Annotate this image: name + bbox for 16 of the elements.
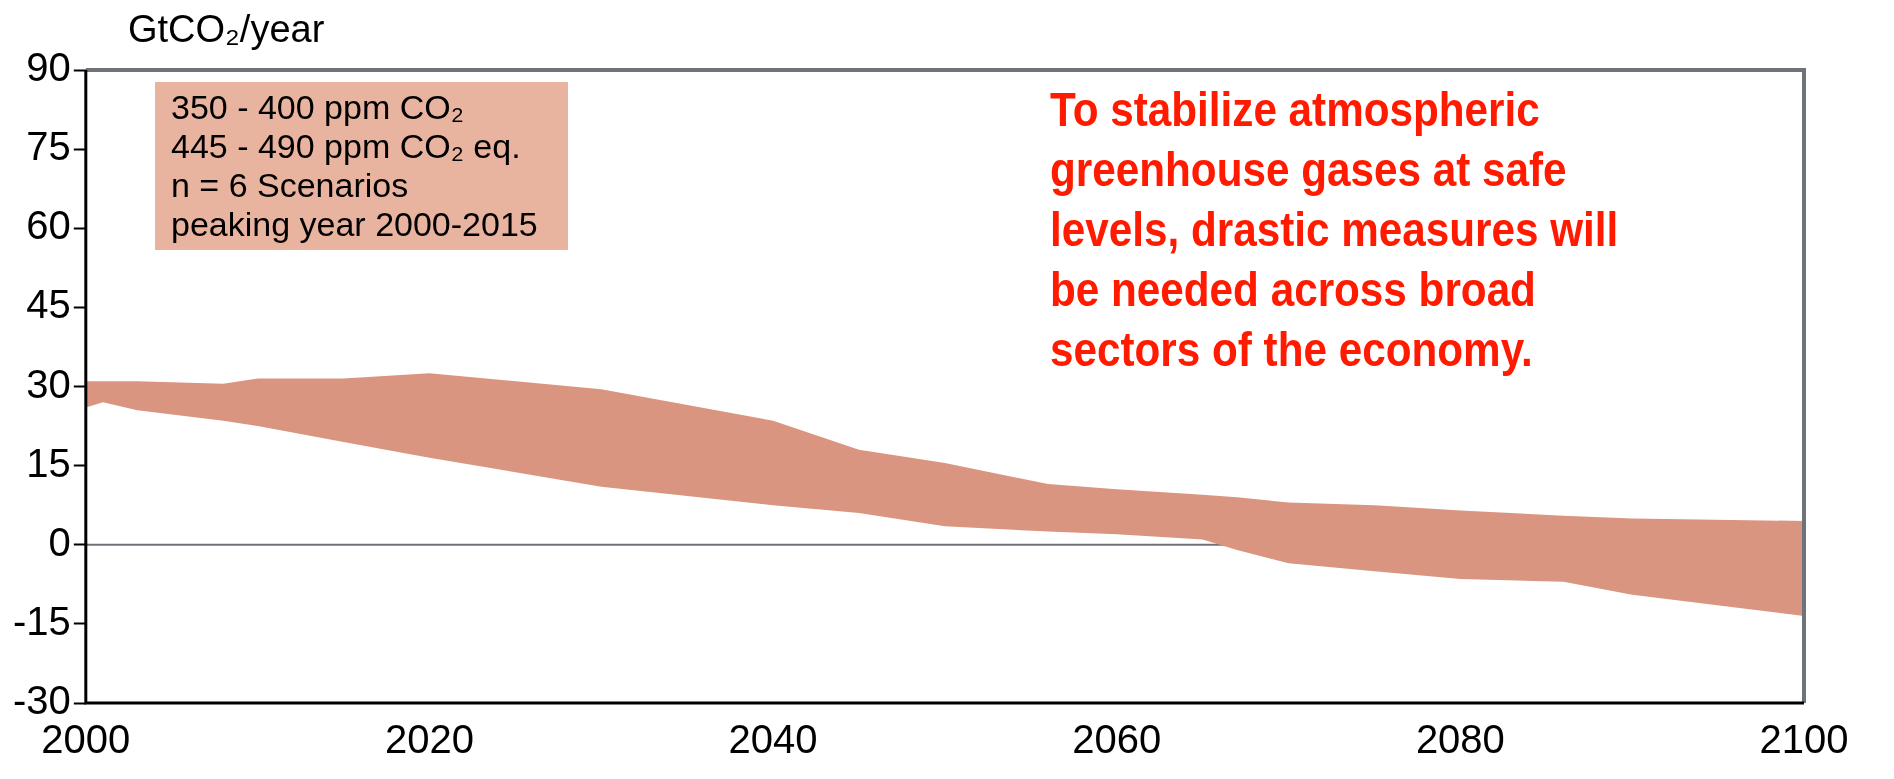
- annotation: To stabilize atmospheric greenhouse gases at safe levels, drastic measures will be needed across broad sectors of the economy.: [1050, 82, 1619, 378]
- y-tick-label: 15: [26, 440, 71, 485]
- y-tick-label: 30: [26, 361, 71, 406]
- y-tick-label: -15: [13, 598, 71, 643]
- y-tick-label: 75: [26, 124, 71, 169]
- x-tick-label: 2020: [384, 717, 474, 762]
- x-tick-label: 2060: [1072, 717, 1162, 762]
- annotation: 350 - 400 ppm CO₂ 445 - 490 ppm CO₂ eq. n = 6 Scenarios peaking year 2000-2015: [155, 82, 568, 250]
- y-tick-label: 0: [48, 519, 71, 564]
- y-tick-label: 45: [26, 282, 71, 327]
- x-tick-label: 2080: [1415, 717, 1505, 762]
- y-tick-label: 60: [26, 203, 71, 248]
- y-tick-label: 90: [26, 45, 71, 90]
- x-tick-label: 2040: [728, 717, 818, 762]
- x-tick-label: 2100: [1759, 717, 1849, 762]
- y-axis-title: GtCO₂/year: [128, 8, 325, 51]
